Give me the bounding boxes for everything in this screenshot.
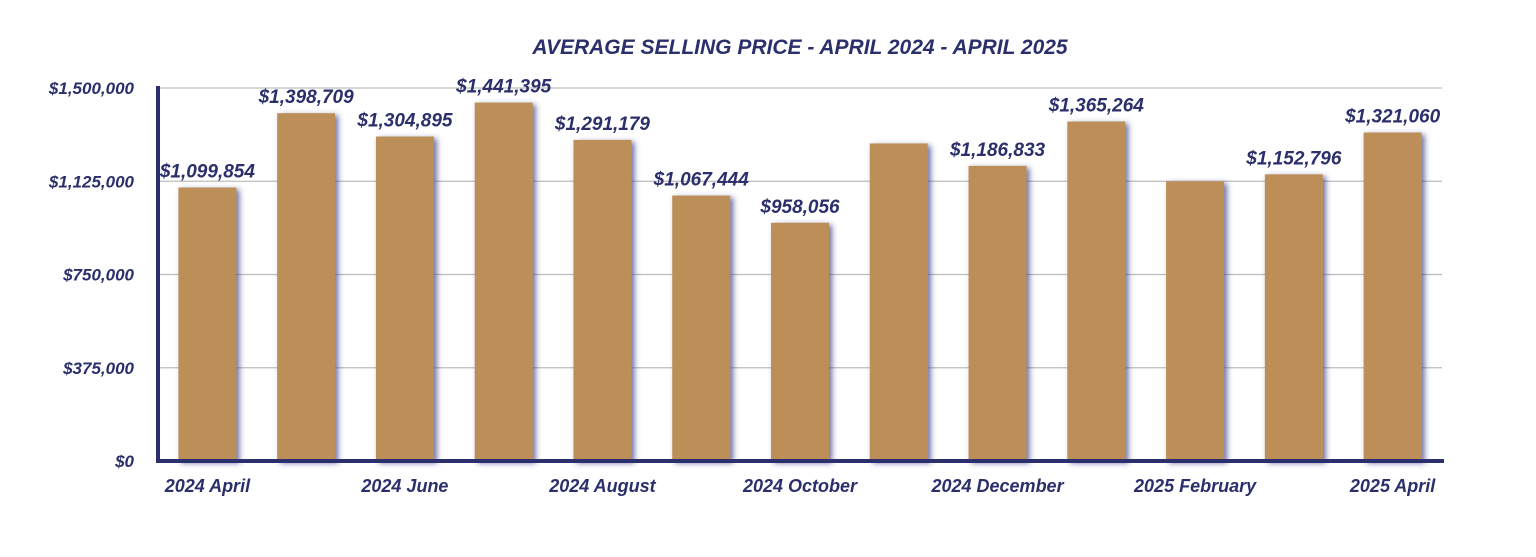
data-label: $1,291,179: [554, 114, 651, 135]
data-label: $1,365,264: [1048, 96, 1145, 117]
bar: [178, 187, 237, 461]
data-label: $1,067,444: [653, 170, 750, 191]
x-tick-label: 2024 August: [548, 476, 656, 496]
x-tick-label: 2024 June: [360, 476, 448, 496]
x-tick-label: 2025 February: [1133, 476, 1257, 496]
data-label: $1,304,895: [356, 111, 453, 132]
data-labels: $1,099,854 $1,398,709$1,304,895$1,441,395…: [159, 77, 1441, 218]
bar: [869, 143, 928, 461]
data-label: $1,152,796: [1245, 148, 1342, 169]
x-tick-label: 2024 October: [742, 476, 858, 496]
bar: [672, 195, 731, 461]
bar: [771, 222, 829, 461]
y-tick-label: $750,000: [62, 266, 134, 285]
data-label: $1,398,709: [258, 87, 355, 108]
bar: [375, 136, 434, 461]
bar: [573, 139, 632, 461]
data-label: $958,056: [759, 197, 840, 218]
y-tick-label: $1,125,000: [48, 172, 135, 191]
bar: [1067, 121, 1126, 462]
x-tick-label: 2025 April: [1349, 476, 1436, 496]
x-tick-label: 2024 April: [164, 476, 251, 496]
x-tick-label: 2024 December: [930, 476, 1064, 496]
y-tick-label: $375,000: [62, 359, 134, 378]
data-label: $1,321,060: [1344, 106, 1441, 127]
bar: [1264, 174, 1323, 461]
bars: [178, 102, 1422, 462]
bar: [1363, 132, 1422, 462]
bar: [474, 102, 533, 461]
bar: [277, 113, 336, 462]
chart-title: AVERAGE SELLING PRICE - APRIL 2024 - APR…: [531, 36, 1068, 59]
y-tick-label: $0: [114, 452, 134, 471]
data-label: $1,441,395: [455, 77, 552, 98]
y-axis-ticks: $0 $375,000 $750,000 $1,125,000 $1,500,000: [48, 79, 135, 471]
data-label: $1,186,833: [949, 140, 1046, 161]
data-label: $1,099,854: [159, 162, 256, 183]
x-axis-ticks: 2024 April 2024 June 2024 August 2024 Octob…: [164, 476, 1437, 496]
bar: [1166, 181, 1225, 461]
bar: [968, 165, 1027, 461]
y-tick-label: $1,500,000: [48, 79, 135, 98]
